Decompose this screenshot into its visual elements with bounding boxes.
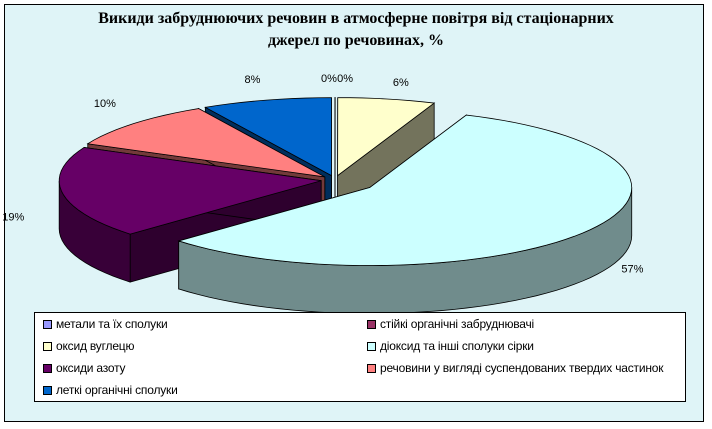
slice-2: [337, 97, 436, 177]
legend-label-0: метали та їх сполуки: [56, 317, 168, 331]
slice-label-6: 8%: [245, 74, 261, 86]
slice-3: [177, 114, 633, 266]
legend-label-1: стійкі органічні забруднювачі: [380, 317, 535, 331]
slice-label-1: 0%: [337, 73, 353, 85]
legend-swatch-1: [367, 320, 376, 329]
chart-title: Викиди забруднюючих речовин в атмосферне…: [0, 8, 712, 52]
legend-label-4: оксиди азоту: [56, 361, 126, 375]
legend-swatch-0: [43, 320, 52, 329]
slice-label-5: 10%: [94, 98, 116, 110]
legend-label-6: леткі органічні сполуки: [56, 383, 178, 397]
chart-title-line-1: Викиди забруднюючих речовин в атмосферне…: [98, 10, 614, 27]
slice-label-0: 0%: [321, 73, 337, 85]
chart-title-line-2: джерел по речовинах, %: [267, 32, 445, 49]
legend-swatch-2: [43, 342, 52, 351]
pie-labels: 0% 0% 6% 57% 19% 10% 8%: [2, 73, 643, 276]
slice-6: [204, 97, 332, 177]
legend-label-5: речовини у вигляді суспендованих твердих…: [380, 361, 664, 375]
legend: метали та їх сполуки стійкі органічні заб…: [34, 312, 686, 402]
legend-swatch-3: [367, 342, 376, 351]
slice-label-4: 19%: [2, 211, 24, 223]
slice-label-2: 6%: [393, 77, 409, 89]
legend-label-2: оксид вуглецю: [56, 339, 135, 353]
slice-4: [58, 147, 322, 235]
slice-label-3: 57%: [621, 264, 643, 276]
pie-tops: [58, 97, 633, 266]
legend-swatch-4: [43, 364, 52, 373]
legend-swatch-6: [43, 386, 52, 395]
legend-label-3: діоксид та інші сполуки сірки: [380, 339, 534, 353]
slice-5: [86, 108, 325, 178]
legend-swatch-5: [367, 364, 376, 373]
